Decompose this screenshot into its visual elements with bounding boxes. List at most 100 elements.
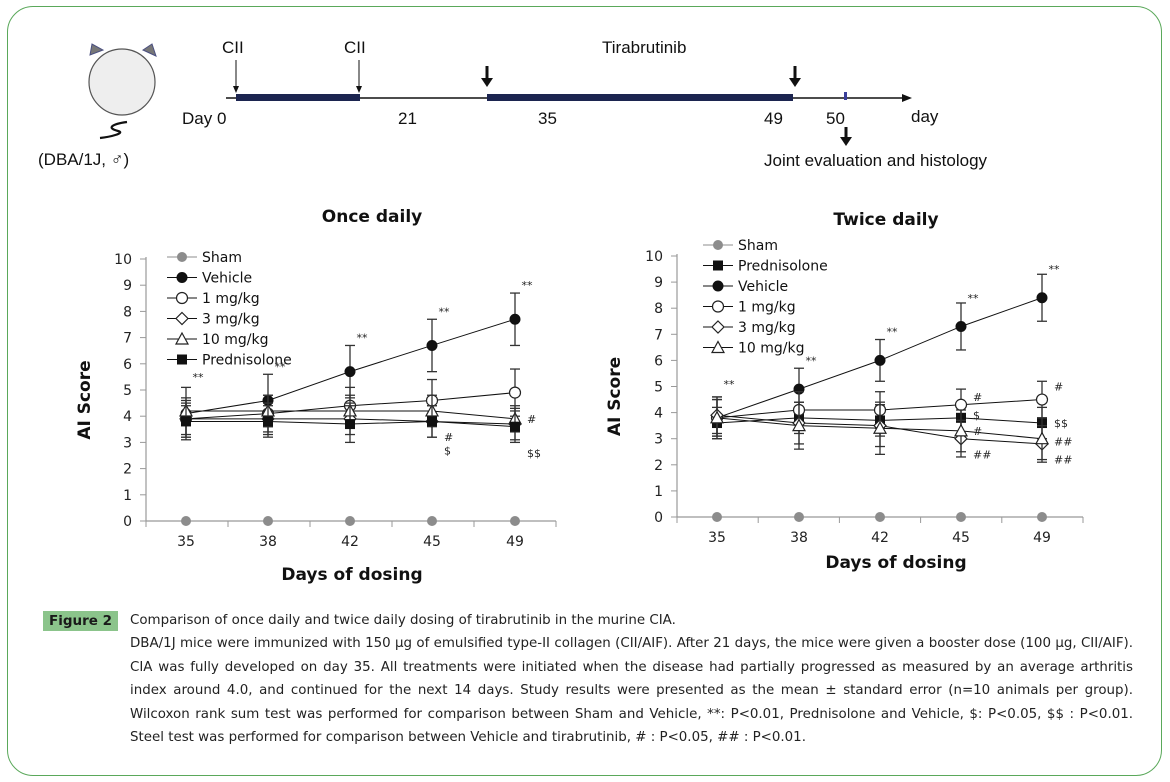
y-tick-label: 10 <box>114 252 132 268</box>
significance-annotation: ** <box>357 332 369 345</box>
series-prednisolone <box>181 405 520 444</box>
legend-item-vehicle: Vehicle <box>703 279 788 295</box>
figure-label: Figure 2 <box>43 611 119 631</box>
immunization-bar <box>236 94 360 101</box>
mouse-icon <box>88 43 157 140</box>
x-tick-label: 42 <box>871 530 889 546</box>
legend-item-10-mg-kg: 10 mg/kg <box>703 340 805 357</box>
significance-annotation: ## <box>973 448 991 461</box>
x-tick-label: 45 <box>952 530 970 546</box>
tick-49: 49 <box>764 109 783 128</box>
x-tick-label: 35 <box>177 534 195 550</box>
x-axis-label: Days of dosing <box>825 553 966 573</box>
caption-title: Comparison of once daily and twice daily… <box>130 613 676 628</box>
significance-annotation: $ <box>444 444 451 457</box>
cii-label-2: CII <box>344 38 366 57</box>
legend-label: Vehicle <box>202 271 252 287</box>
y-axis-label: AI Score <box>605 357 625 436</box>
evaluation-arrow <box>840 127 852 146</box>
y-tick-label: 2 <box>123 462 132 478</box>
significance-annotation: ** <box>439 305 451 318</box>
data-point <box>344 366 356 378</box>
significance-annotation: # <box>973 391 982 404</box>
figure-caption: Comparison of once daily and twice daily… <box>130 609 1133 749</box>
legend-item-prednisolone: Prednisolone <box>167 353 292 369</box>
significance-annotation: # <box>444 431 453 444</box>
tick-50: 50 <box>826 109 845 128</box>
significance-annotation: ## <box>1054 454 1072 467</box>
y-tick-label: 8 <box>123 304 132 320</box>
data-point <box>875 512 885 522</box>
y-tick-label: 7 <box>654 327 663 343</box>
data-point <box>709 410 725 424</box>
legend-item-sham: Sham <box>167 250 242 266</box>
significance-annotation: # <box>973 425 982 438</box>
data-point <box>874 354 886 366</box>
legend-marker <box>177 354 187 365</box>
significance-annotation: $$ <box>527 447 541 460</box>
chart-title: Once daily <box>322 207 422 227</box>
legend-marker <box>175 311 189 326</box>
y-tick-label: 3 <box>654 432 663 448</box>
data-point <box>509 313 521 325</box>
y-tick-label: 4 <box>654 406 663 422</box>
legend-label: 10 mg/kg <box>202 332 269 348</box>
day0-label: Day 0 <box>182 109 226 128</box>
day-unit-label: day <box>911 107 939 126</box>
tick-21: 21 <box>398 109 417 128</box>
x-tick-label: 38 <box>259 534 277 550</box>
series-10-mg-kg <box>709 398 1050 461</box>
data-point <box>954 398 968 411</box>
data-point <box>345 516 355 526</box>
data-point <box>1036 292 1048 304</box>
y-tick-label: 0 <box>654 510 663 526</box>
y-tick-label: 3 <box>123 435 132 451</box>
endpoint-label: Joint evaluation and histology <box>764 151 988 170</box>
legend-marker <box>713 260 723 271</box>
y-tick-label: 8 <box>654 301 663 317</box>
y-tick-label: 10 <box>645 249 663 265</box>
legend-item-3-mg-kg: 3 mg/kg <box>167 312 260 328</box>
data-point <box>1035 393 1049 406</box>
x-tick-label: 35 <box>708 530 726 546</box>
y-tick-label: 5 <box>654 380 663 396</box>
data-point <box>1034 431 1050 445</box>
figure-frame <box>7 6 1162 776</box>
data-point <box>181 416 191 427</box>
data-point <box>955 320 967 332</box>
caption-body: DBA/1J mice were immunized with 150 µg o… <box>130 636 1133 746</box>
legend-item-1-mg-kg: 1 mg/kg <box>167 291 260 307</box>
cii-label-1: CII <box>222 38 244 57</box>
data-point <box>345 419 355 430</box>
treatment-end-arrow <box>789 66 801 87</box>
significance-annotation: # <box>527 413 536 426</box>
data-point <box>953 423 969 437</box>
legend-item-3-mg-kg: 3 mg/kg <box>703 320 796 336</box>
data-point <box>427 416 437 427</box>
significance-annotation: $$ <box>1054 417 1068 430</box>
tick-35: 35 <box>538 109 557 128</box>
cii-arrowhead-1 <box>233 86 239 93</box>
legend-marker <box>177 252 187 262</box>
legend-label: Prednisolone <box>738 259 828 275</box>
data-point <box>263 516 273 526</box>
legend-marker <box>711 320 725 334</box>
treatment-start-arrow <box>481 66 493 87</box>
chart-title: Twice daily <box>833 210 938 230</box>
data-point <box>426 339 438 351</box>
chart-legend: Sham Prednisolone Vehicle 1 mg/kg 3 mg/kg 10 … <box>703 238 828 357</box>
legend-label: Sham <box>738 238 778 254</box>
data-point <box>181 516 191 526</box>
significance-annotation: $ <box>973 409 980 422</box>
significance-annotation: ** <box>193 371 205 384</box>
data-point <box>1037 512 1047 522</box>
y-tick-label: 7 <box>123 331 132 347</box>
data-point <box>508 386 522 399</box>
legend-label: 1 mg/kg <box>738 300 796 316</box>
x-tick-label: 49 <box>1033 530 1051 546</box>
legend-marker <box>711 300 725 313</box>
legend-marker <box>176 272 188 283</box>
data-point <box>794 512 804 522</box>
